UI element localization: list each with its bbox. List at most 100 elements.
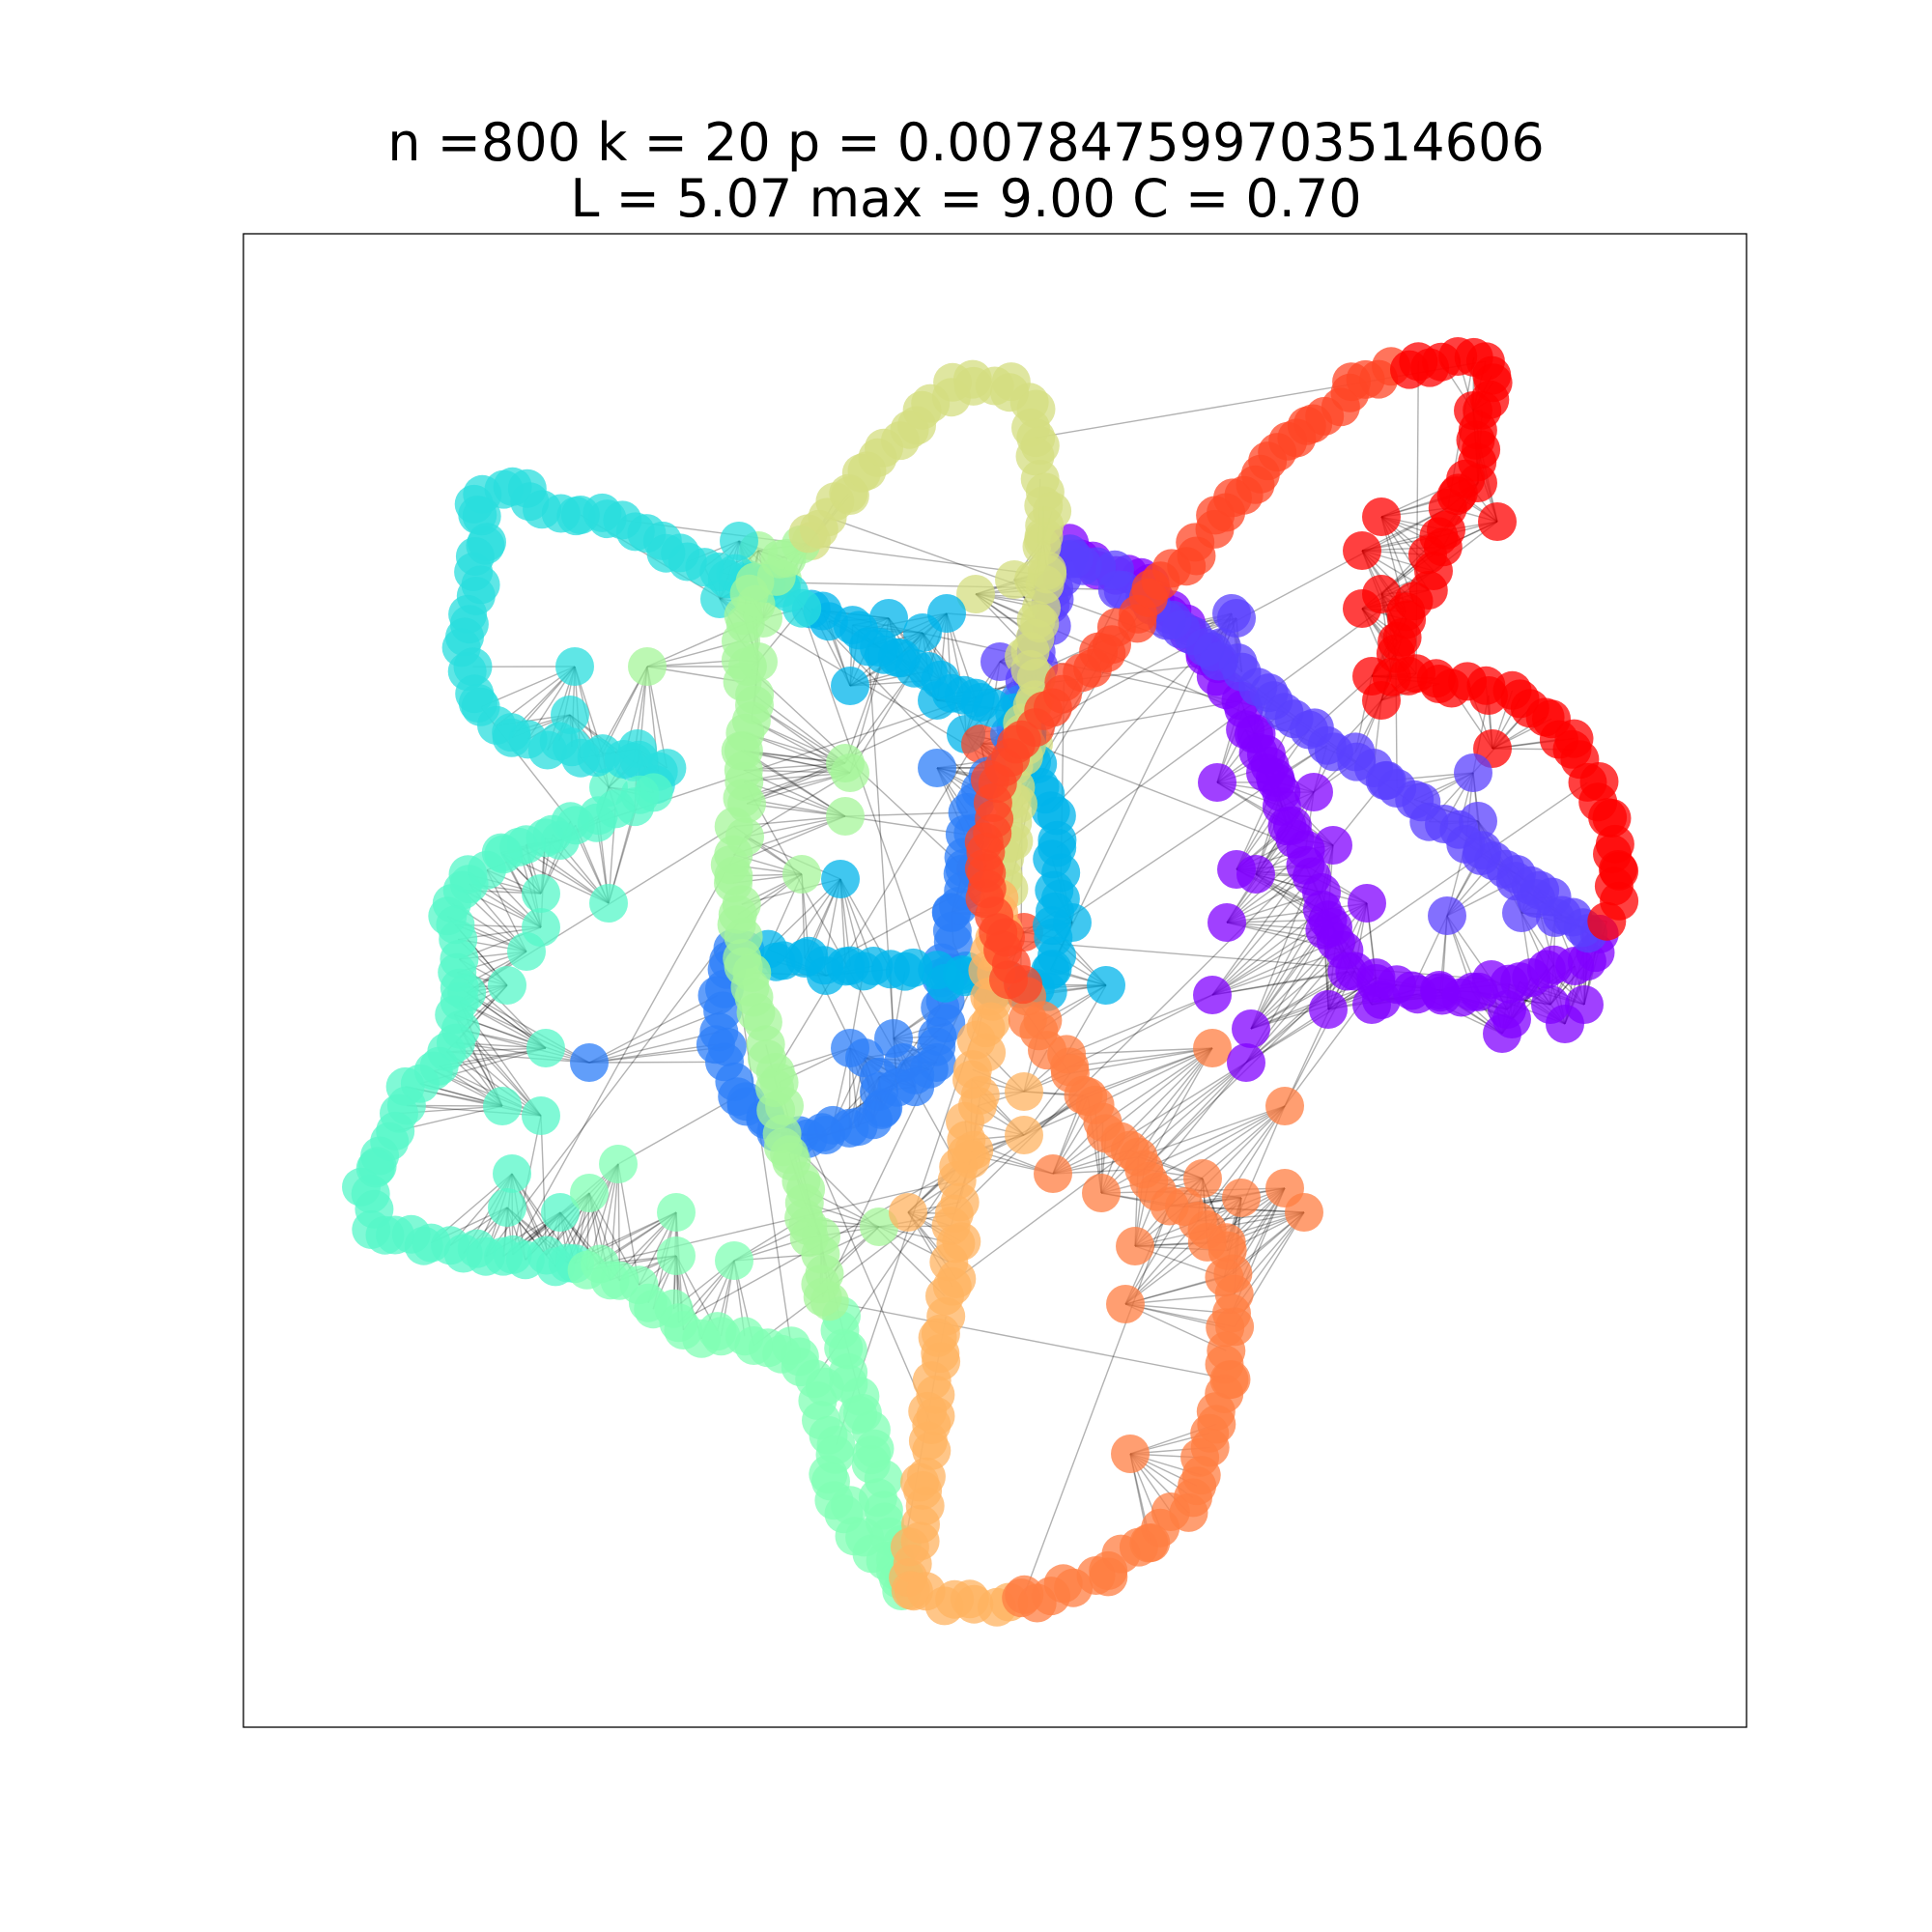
shortcut-edge bbox=[801, 608, 941, 1009]
edge bbox=[1211, 865, 1307, 996]
shortcut-edge bbox=[512, 836, 746, 1256]
graph-node bbox=[826, 797, 865, 836]
edge bbox=[1065, 994, 1213, 1056]
edge bbox=[844, 811, 968, 817]
edge bbox=[1211, 876, 1313, 996]
graph-node bbox=[1587, 901, 1627, 941]
graph-node bbox=[1236, 855, 1275, 894]
graph-node bbox=[1343, 589, 1381, 628]
graph-node bbox=[918, 749, 956, 787]
graph-node bbox=[1285, 1193, 1323, 1232]
edge bbox=[1148, 1105, 1286, 1182]
graph-node bbox=[1483, 1014, 1521, 1053]
edge bbox=[1129, 1062, 1247, 1151]
edge bbox=[1129, 1047, 1213, 1151]
edge bbox=[1144, 1105, 1286, 1170]
graph-node bbox=[1362, 497, 1401, 536]
graph-node bbox=[1082, 1174, 1121, 1212]
graph-node bbox=[1116, 1227, 1154, 1265]
graph-node bbox=[720, 522, 758, 560]
graph-node bbox=[889, 1193, 927, 1232]
edge bbox=[617, 1163, 640, 1286]
edge bbox=[1102, 1047, 1213, 1123]
edge bbox=[1284, 971, 1355, 1107]
graph-node bbox=[1348, 884, 1386, 923]
edge bbox=[1120, 1047, 1213, 1142]
edge bbox=[1250, 929, 1325, 1030]
edge bbox=[844, 815, 966, 836]
graph-node bbox=[995, 560, 1034, 599]
edge bbox=[1207, 1105, 1286, 1231]
edge bbox=[1211, 950, 1345, 996]
edge bbox=[540, 1115, 548, 1256]
shortcut-edge bbox=[829, 1300, 1232, 1380]
graph-node bbox=[488, 966, 526, 1005]
node-layer bbox=[342, 337, 1639, 1627]
graph-node bbox=[1005, 1072, 1043, 1111]
shortcut-edge bbox=[867, 646, 898, 1088]
edge bbox=[459, 1001, 590, 1064]
edge bbox=[1138, 1105, 1286, 1158]
graph-node bbox=[1193, 1029, 1232, 1067]
figure-title-line-2: L = 5.07 max = 9.00 C = 0.70 bbox=[570, 168, 1362, 229]
graph-node bbox=[1232, 1009, 1270, 1048]
edge bbox=[588, 1061, 725, 1064]
graph-node bbox=[1111, 1435, 1150, 1473]
edge bbox=[460, 1029, 590, 1064]
graph-node bbox=[903, 613, 942, 652]
edge bbox=[1068, 994, 1213, 1068]
graph-node bbox=[507, 932, 546, 971]
edge bbox=[588, 1043, 716, 1064]
graph-node bbox=[1034, 1154, 1072, 1193]
edge bbox=[466, 991, 590, 1064]
edge bbox=[744, 772, 851, 838]
figure-title-line-1: n =800 k = 20 p = 0.007847599703514606 bbox=[387, 112, 1545, 173]
graph-node bbox=[555, 647, 594, 686]
graph-node bbox=[1265, 1087, 1304, 1125]
graph-node bbox=[526, 1029, 565, 1067]
graph-node bbox=[1198, 763, 1236, 802]
edge bbox=[1137, 1047, 1213, 1157]
shortcut-edge bbox=[953, 865, 1306, 1214]
graph-node bbox=[1193, 976, 1232, 1014]
graph-node bbox=[874, 1019, 913, 1058]
graph-node bbox=[1217, 599, 1256, 638]
graph-node bbox=[599, 1145, 638, 1183]
edge bbox=[1156, 1105, 1286, 1193]
edge bbox=[1211, 909, 1323, 996]
edge bbox=[455, 1041, 590, 1064]
edge bbox=[1250, 876, 1313, 1030]
edge bbox=[1066, 1047, 1213, 1056]
graph-node bbox=[1227, 1043, 1265, 1082]
graph-node bbox=[657, 1193, 696, 1232]
graph-node bbox=[1343, 531, 1381, 570]
shortcut-edge bbox=[485, 923, 738, 1258]
edge bbox=[1226, 1105, 1286, 1243]
edge bbox=[617, 1095, 738, 1165]
shortcut-edge bbox=[955, 1150, 1131, 1280]
graph-node bbox=[1428, 896, 1466, 935]
graph-node bbox=[1454, 753, 1492, 792]
graph-node bbox=[522, 1096, 560, 1135]
edge bbox=[588, 1009, 724, 1064]
shortcut-edge bbox=[1023, 1206, 1171, 1596]
graph-node bbox=[483, 1087, 522, 1125]
shortcut-edge bbox=[807, 1138, 932, 1426]
edge bbox=[1087, 1047, 1213, 1097]
edge bbox=[588, 1031, 720, 1064]
graph-node bbox=[589, 884, 628, 923]
graph-node bbox=[1478, 502, 1517, 541]
edge bbox=[617, 1163, 621, 1281]
graph-node bbox=[715, 1241, 753, 1280]
edge bbox=[1148, 1062, 1247, 1182]
edge bbox=[1245, 970, 1348, 1064]
shortcut-edge bbox=[1021, 739, 1306, 851]
shortcut-edge bbox=[1021, 699, 1241, 741]
edge bbox=[1069, 1047, 1213, 1068]
edge bbox=[1250, 950, 1345, 1030]
graph-node bbox=[831, 667, 869, 705]
graph-node bbox=[1222, 1179, 1261, 1217]
graph-node bbox=[1546, 1005, 1584, 1043]
graph-node bbox=[1309, 990, 1348, 1029]
